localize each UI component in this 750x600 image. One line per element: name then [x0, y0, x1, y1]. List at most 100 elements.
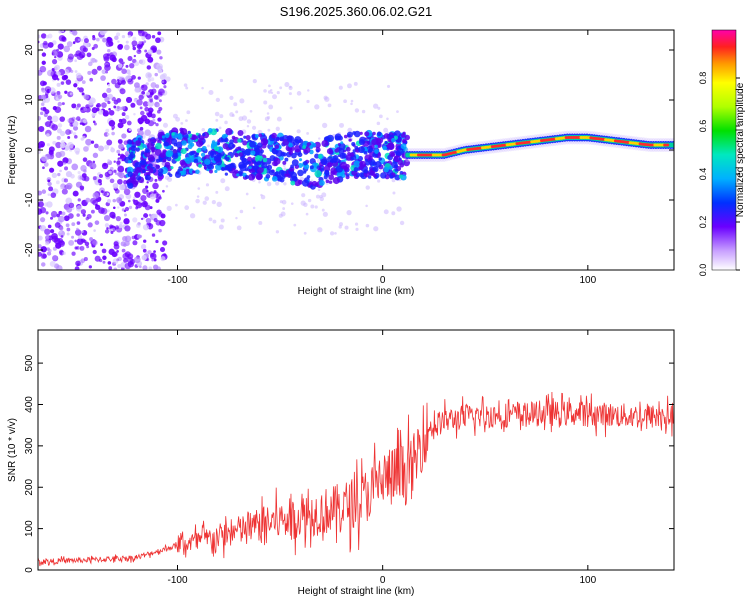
- spectrogram-noise-mark: [78, 87, 84, 93]
- spectrogram-noise-mark: [140, 217, 144, 221]
- spectrogram-band-mark: [151, 138, 157, 144]
- spectrogram-noise-mark: [40, 94, 47, 100]
- spectrogram-noise-mark: [56, 91, 61, 96]
- spectrogram-noise-mark: [305, 212, 309, 216]
- spectrogram-band-mark: [346, 173, 350, 177]
- spectrogram-band-mark: [372, 131, 376, 136]
- spectrogram-noise-mark: [127, 34, 131, 38]
- spectrogram-noise-mark: [303, 231, 307, 235]
- spectrogram-noise-mark: [83, 239, 87, 244]
- spectrogram-noise-mark: [142, 224, 150, 231]
- spectrogram-noise-mark: [258, 181, 261, 184]
- spectrogram-noise-mark: [158, 106, 163, 111]
- spectrogram-band-mark: [339, 153, 346, 159]
- spectrogram-noise-mark: [108, 170, 112, 175]
- spectrogram-noise-mark: [139, 121, 143, 125]
- spectrogram-noise-mark: [314, 205, 318, 209]
- spectrogram-band-mark: [369, 170, 376, 176]
- spectrogram-noise-mark: [116, 79, 120, 82]
- spectrogram-noise-mark: [40, 33, 47, 39]
- spectrogram-band-mark: [359, 162, 363, 167]
- y-tick-label: 300: [24, 437, 35, 454]
- spectrogram-noise-mark: [55, 180, 60, 185]
- spectrogram-noise-mark: [102, 111, 108, 117]
- spectrogram-noise-mark: [140, 244, 147, 250]
- spectrogram-noise-mark: [306, 131, 310, 135]
- spectrogram-noise-mark: [113, 206, 116, 210]
- spectrogram-noise-mark: [59, 142, 66, 149]
- colorbar-tick-label: 0.2: [698, 216, 708, 229]
- spectrogram-noise-mark: [39, 65, 47, 73]
- spectrogram-noise-mark: [60, 81, 65, 85]
- spectrogram-peak-mark: [436, 153, 441, 157]
- spectrogram-noise-mark: [347, 127, 353, 133]
- spectrogram-noise-mark: [353, 81, 358, 86]
- spectrogram-band-mark: [351, 142, 356, 147]
- spectrogram-noise-mark: [105, 128, 110, 133]
- spectrogram-peak-mark: [581, 136, 586, 139]
- y-tick-label: 400: [24, 396, 35, 413]
- spectrogram-noise-mark: [142, 188, 148, 194]
- spectrogram-noise-mark: [327, 103, 332, 108]
- spectrogram-noise-mark: [75, 150, 80, 155]
- spectrogram-noise-mark: [124, 206, 130, 212]
- spectrogram-noise-mark: [74, 70, 78, 73]
- spectrogram-band-mark: [359, 172, 365, 178]
- spectrogram-band-mark: [334, 148, 339, 153]
- spectrogram-noise-mark: [218, 224, 224, 230]
- spectrogram-noise-mark: [391, 211, 396, 216]
- spectrogram-noise-mark: [46, 251, 52, 256]
- spectrogram-noise-mark: [55, 141, 62, 149]
- spectrogram-band-mark: [158, 168, 164, 174]
- y-tick-label: 20: [24, 44, 35, 56]
- spectrogram-noise-mark: [386, 84, 391, 88]
- spectrogram-noise-mark: [183, 83, 188, 87]
- spectrogram-noise-mark: [212, 219, 217, 224]
- spectrogram-noise-mark: [396, 206, 402, 212]
- spectrogram-band-mark: [180, 148, 187, 155]
- spectrogram-noise-mark: [134, 191, 141, 198]
- spectrogram-noise-mark: [79, 185, 85, 191]
- spectrogram-peak-mark: [574, 136, 579, 139]
- spectrogram-noise-mark: [86, 52, 92, 58]
- spectrogram-noise-mark: [117, 122, 124, 129]
- spectrogram-noise-mark: [70, 173, 75, 179]
- spectrogram-noise-mark: [42, 253, 47, 259]
- spectrogram-noise-mark: [343, 99, 347, 104]
- spectrogram-band-mark: [225, 128, 233, 136]
- spectrogram-noise-mark: [56, 51, 64, 58]
- spectrogram-noise-mark: [239, 209, 244, 214]
- spectrogram-band-mark: [227, 142, 235, 150]
- spectrogram-noise-mark: [220, 218, 225, 223]
- spectrogram-y-label: Frequency (Hz): [7, 116, 18, 185]
- spectrogram-noise-mark: [205, 183, 210, 187]
- spectrogram-noise-mark: [376, 121, 381, 126]
- spectrogram-noise-mark: [102, 255, 107, 261]
- spectrogram-noise-mark: [80, 137, 85, 141]
- spectrogram-noise-mark: [68, 117, 75, 124]
- spectrogram-noise-mark: [88, 61, 93, 67]
- spectrogram-noise-mark: [108, 266, 113, 270]
- spectrogram-band-mark: [135, 147, 140, 152]
- spectrogram-band-mark: [343, 134, 348, 139]
- spectrogram-band-mark: [174, 171, 182, 178]
- spectrogram-noise-mark: [133, 113, 136, 116]
- spectrogram-band-mark: [309, 145, 314, 150]
- spectrogram-band-mark: [382, 145, 387, 151]
- spectrogram-noise-mark: [233, 102, 238, 107]
- spectrogram-band-mark: [317, 154, 323, 159]
- spectrogram-band-mark: [352, 131, 356, 135]
- spectrogram-noise-mark: [83, 257, 88, 262]
- spectrogram-noise-mark: [132, 240, 138, 246]
- spectrogram-noise-mark: [61, 30, 65, 33]
- spectrogram-noise-mark: [266, 181, 272, 187]
- spectrogram-band-mark: [309, 165, 314, 170]
- spectrogram-band-mark: [258, 151, 263, 156]
- spectrogram-noise-mark: [104, 96, 110, 103]
- spectrogram-noise-mark: [106, 139, 113, 146]
- spectrogram-noise-mark: [108, 119, 116, 127]
- spectrogram-band-mark: [403, 159, 411, 167]
- spectrogram-noise-mark: [42, 99, 46, 104]
- spectrogram-noise-mark: [79, 122, 83, 125]
- spectrogram-noise-mark: [346, 210, 352, 216]
